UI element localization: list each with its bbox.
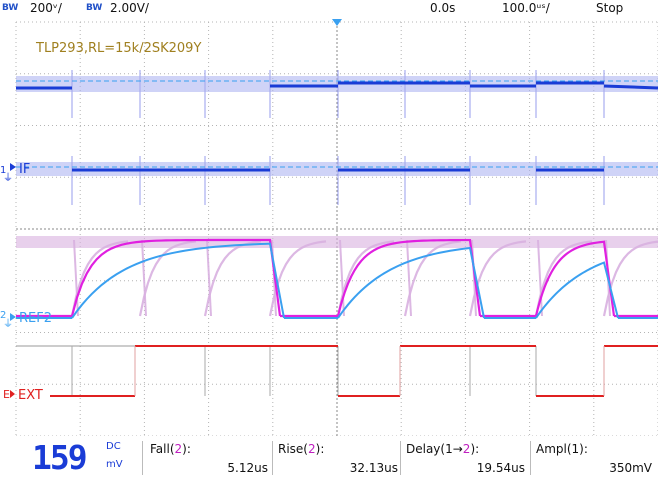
ext-pointer-icon [10, 390, 15, 398]
ext-gray [16, 345, 135, 347]
divider [400, 441, 401, 475]
rise-measurement-value: 32.13us [349, 461, 398, 475]
ch1-scale[interactable]: 200ᵛ/ [30, 1, 62, 15]
waveform-display: TLP293,RL=15k/2SK209Y 1 ⏚ IF 2 ⏚ REF2 E … [0, 19, 658, 436]
dvm-unit: mV [106, 459, 123, 470]
ch1-pointer-icon [10, 163, 16, 171]
ch1-top-persistence [16, 76, 658, 92]
ch1-trace-top [16, 70, 658, 118]
ch2-persistence-fall [406, 239, 412, 317]
ch2-persistence-edge [336, 240, 395, 317]
ext-trace [16, 345, 658, 397]
ch1-marker-number[interactable]: 1 [0, 165, 6, 176]
ch1-ground-icon: ⏚ [3, 172, 13, 184]
rise-measurement-label[interactable]: Rise(2): [278, 442, 325, 456]
ref2-pulse [337, 246, 485, 319]
ext-label: EXT [18, 388, 43, 403]
screen-annotation: TLP293,RL=15k/2SK209Y [35, 41, 201, 56]
ch2-persistence-fall [537, 239, 543, 317]
ref2-trace [16, 242, 658, 319]
ref2-ground-icon: ⏚ [3, 318, 13, 330]
ch2-pulse [480, 240, 616, 318]
ch2-pulse [16, 238, 282, 318]
ch2-persistence-edge [534, 240, 593, 317]
amplitude-measurement-value: 350mV [609, 461, 652, 475]
ch2-persistence-edge [602, 240, 658, 317]
ref2-marker-number[interactable]: 2 [0, 310, 6, 321]
dvm-readout: 159 [32, 438, 88, 477]
status-bar: BW 200ᵛ/ BW 2.00V/ 0.0s 100.0ᵘˢ/ Stop [0, 0, 658, 18]
ch1-persistence [16, 162, 658, 176]
ref2-label: REF2 [19, 311, 52, 326]
measurement-bar: 159 DC mV Fall(2): 5.12us Rise(2): 32.13… [0, 437, 658, 477]
amplitude-measurement-label[interactable]: Ampl(1): [536, 442, 588, 456]
divider [530, 441, 531, 475]
ch2-persistence-edge [138, 240, 197, 317]
ch2-trace [16, 236, 658, 318]
bw-limit-ch2: BW [86, 3, 103, 13]
ch2-persistence-edge [403, 240, 462, 317]
ch2-persistence-edge [70, 240, 129, 317]
fall-measurement-label[interactable]: Fall(2): [150, 442, 191, 456]
ch2-persistence-band [16, 236, 658, 248]
ch2-persistence-fall [339, 239, 345, 317]
ch2-persistence-edge [468, 240, 527, 317]
delay-measurement-label[interactable]: Delay(1→2): [406, 442, 480, 456]
horizontal-delay[interactable]: 0.0s [430, 1, 456, 15]
ref2-pulse [71, 242, 285, 319]
bw-limit-ch1: BW [2, 3, 19, 13]
run-state[interactable]: Stop [596, 1, 624, 15]
divider [142, 441, 143, 475]
ch2-pulse [280, 238, 482, 318]
ch2-persistence-fall [73, 239, 79, 317]
ch2-scale[interactable]: 2.00V/ [110, 1, 149, 15]
ch2-persistence-edge [203, 240, 262, 317]
ext-trigger-signal [50, 345, 658, 397]
ch1-trace-if [16, 156, 658, 205]
ch1-label: IF [19, 162, 30, 177]
ch2-persistence-fall [206, 239, 212, 317]
dvm-mode: DC [106, 441, 121, 452]
divider [272, 441, 273, 475]
trigger-position-marker[interactable] [332, 19, 342, 26]
ext-marker[interactable]: E [3, 388, 10, 401]
timebase[interactable]: 100.0ᵘˢ/ [502, 1, 550, 15]
delay-measurement-value: 19.54us [476, 461, 525, 475]
fall-measurement-value: 5.12us [227, 461, 268, 475]
ref2-pointer-icon [10, 313, 16, 321]
ch2-persistence-fall [141, 239, 147, 317]
ref2-pulse [535, 261, 619, 319]
ch1-top-high-segment [16, 84, 658, 90]
ch2-persistence-edge [268, 240, 327, 317]
